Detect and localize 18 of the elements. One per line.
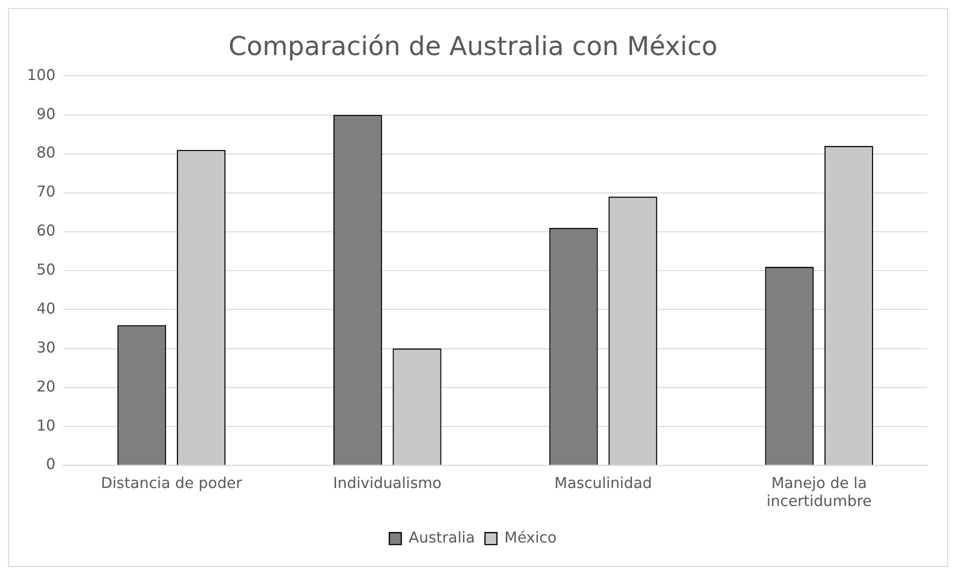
y-tick-label: 90 bbox=[36, 104, 56, 123]
chart-title: Comparación de Australia con México bbox=[228, 32, 718, 62]
x-tick-label: Manejo de la incertidumbre bbox=[766, 474, 872, 510]
x-tick-label: Individualismo bbox=[333, 474, 442, 492]
y-tick-label: 100 bbox=[26, 66, 56, 84]
y-tick-label: 50 bbox=[36, 260, 56, 279]
x-tick-label: Distancia de poder bbox=[100, 474, 243, 492]
legend-label: Australia bbox=[408, 528, 475, 546]
y-tick-label: 30 bbox=[36, 338, 56, 356]
x-tick-label: Masculinidad bbox=[554, 474, 652, 492]
legend-label: México bbox=[504, 528, 557, 546]
y-tick-label: 10 bbox=[36, 416, 56, 434]
y-tick-label: 0 bbox=[46, 455, 56, 474]
y-tick-label: 80 bbox=[36, 144, 56, 162]
y-tick-label: 70 bbox=[36, 182, 56, 201]
y-tick-label: 40 bbox=[36, 299, 56, 318]
y-tick-label: 20 bbox=[36, 377, 56, 396]
y-tick-label: 60 bbox=[36, 222, 56, 240]
